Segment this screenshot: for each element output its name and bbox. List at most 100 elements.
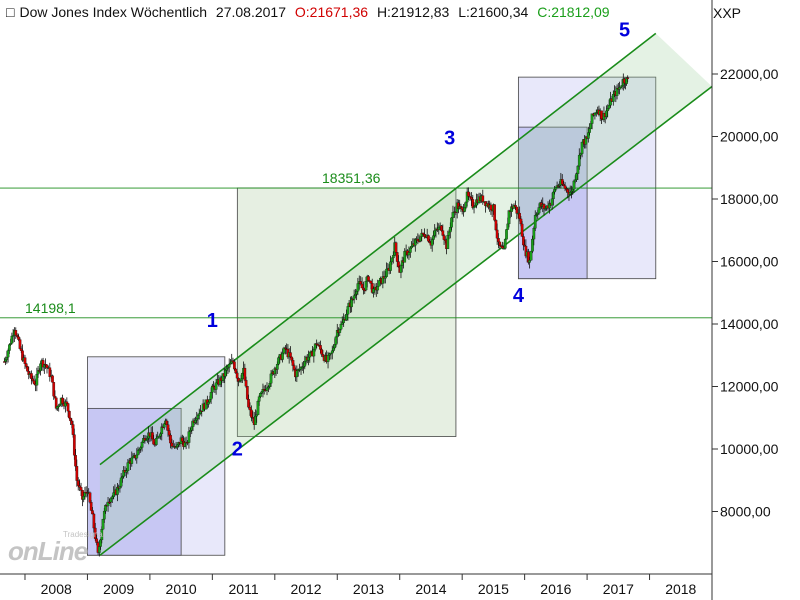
candle-body-450: [588, 128, 591, 133]
candle-body-278: [364, 281, 368, 291]
candle-body-255: [334, 336, 338, 345]
y-axis: 8000,00 10000,00 12000,00 14000,00 16000,00 1…: [712, 66, 779, 520]
candle-body-254: [333, 344, 337, 349]
candle-body-49: [66, 403, 70, 412]
candle-body-171: [225, 368, 229, 371]
channel-upper-line: [99, 32, 657, 466]
candle-body-274: [359, 281, 363, 285]
candle-body-452: [590, 113, 594, 124]
wave-label-4: 4: [513, 285, 525, 307]
candle-body-53: [71, 424, 75, 435]
candle-body-158: [208, 399, 212, 403]
candle-body-243: [319, 345, 322, 350]
channel-fill: [99, 33, 713, 556]
candle-body-123: [162, 423, 166, 428]
candle-body-474: [619, 86, 623, 88]
candle-body-186: [244, 380, 248, 387]
candle-body-106: [140, 442, 144, 448]
candle-body-125: [165, 420, 169, 425]
candle-body-287: [376, 286, 380, 291]
candle-body-451: [589, 123, 593, 129]
candle-body-303: [397, 261, 400, 267]
candle-body-197: [259, 393, 262, 397]
candle-body-430: [562, 184, 566, 186]
candle-body-251: [329, 352, 333, 355]
candle-body-11: [17, 336, 20, 340]
y-tick-12000: 12000,00: [720, 379, 779, 395]
candle-body-172: [226, 367, 230, 369]
candle-body-357: [467, 191, 470, 197]
candle-body-132: [174, 446, 178, 448]
candle-body-7: [11, 335, 15, 337]
candle-body-231: [303, 361, 307, 367]
candle-body-37: [51, 375, 54, 383]
candle-body-351: [459, 205, 463, 208]
candle-body-89: [118, 485, 122, 489]
candle-body-235: [308, 352, 312, 358]
candle-body-320: [418, 236, 422, 242]
candle-body-144: [190, 426, 194, 431]
candle-body-316: [413, 239, 417, 246]
candle-body-13: [19, 348, 23, 351]
candle-body-16: [23, 357, 27, 364]
candle-body-238: [312, 349, 316, 357]
candle-body-269: [352, 295, 356, 300]
x-tick-2013: 2013: [353, 581, 384, 597]
candle-body-354: [463, 207, 467, 212]
candle-body-22: [31, 378, 35, 381]
candle-body-433: [566, 189, 570, 193]
candle-body-105: [139, 447, 143, 450]
candle-body-359: [470, 196, 473, 200]
candle-body-385: [503, 239, 507, 249]
candle-body-245: [321, 354, 325, 357]
candle-body-176: [231, 360, 235, 362]
candle-body-110: [146, 438, 149, 440]
candle-body-406: [531, 238, 534, 252]
y-tick-16000: 16000,00: [720, 254, 779, 270]
candle-body-249: [326, 355, 330, 362]
candle-body-288: [377, 280, 381, 287]
candle-body-150: [197, 413, 201, 416]
horizontal-levels: 14198,1 18351,36: [0, 170, 712, 319]
candle-body-405: [529, 251, 533, 261]
candle-body-253: [332, 347, 335, 351]
candle-body-117: [154, 438, 158, 445]
candle-body-264: [346, 306, 350, 315]
candle-body-104: [137, 449, 141, 451]
candle-body-56: [75, 466, 79, 481]
candle-body-312: [408, 247, 412, 253]
y-tick-20000: 20000,00: [720, 129, 779, 145]
candle-body-272: [356, 283, 360, 292]
candle-body-187: [245, 386, 249, 400]
candle-body-234: [307, 356, 310, 361]
candle-body-422: [552, 191, 555, 200]
candle-body-204: [268, 383, 272, 387]
candle-body-397: [519, 218, 523, 225]
candle-body-225: [295, 370, 299, 378]
candle-body-415: [542, 204, 546, 209]
candle-body-329: [430, 239, 434, 246]
candle-body-330: [432, 235, 435, 240]
candle-body-270: [354, 293, 357, 296]
candle-body-137: [181, 437, 184, 442]
candle-body-205: [269, 373, 273, 384]
wave-label-2: 2: [232, 438, 243, 460]
candle-body-195: [256, 401, 260, 415]
candle-body-196: [257, 396, 261, 402]
candle-body-45: [61, 397, 64, 404]
x-tick-2010: 2010: [166, 581, 197, 597]
collapse-icon[interactable]: □: [6, 4, 15, 20]
candle-body-52: [70, 420, 74, 425]
candle-body-120: [159, 433, 162, 437]
candle-body-181: [238, 380, 242, 382]
candle-body-55: [74, 455, 77, 467]
candle-body-301: [394, 242, 398, 253]
candle-body-67: [89, 502, 93, 511]
candle-body-323: [423, 234, 426, 237]
candle-body-463: [605, 110, 608, 117]
candle-body-211: [277, 357, 280, 365]
candle-body-258: [338, 329, 342, 333]
candle-body-345: [451, 212, 455, 219]
header-date: 27.08.2017: [215, 4, 286, 20]
